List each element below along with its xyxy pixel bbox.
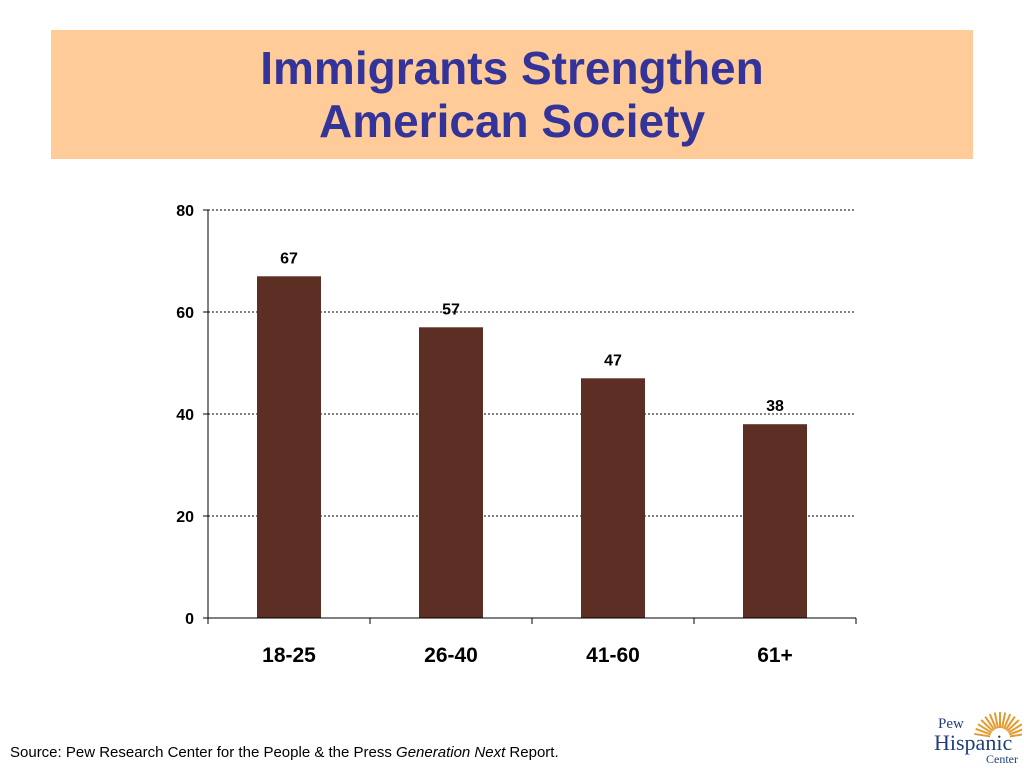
sun-ray: [984, 716, 996, 731]
sun-ray: [988, 713, 997, 730]
title-line-2: American Society: [318, 94, 706, 147]
sun-ray: [1001, 712, 1007, 729]
sun-ray: [980, 719, 994, 732]
bar-chart: 0 20 40 60 80 67 18-25 57 26-40 47 41-60 38 61+: [176, 203, 857, 667]
bar-61+: [743, 424, 807, 618]
data-label: 38: [766, 398, 784, 415]
x-tick-label: 41-60: [586, 644, 640, 667]
y-tick-label: 0: [185, 611, 194, 628]
data-label: 57: [442, 301, 460, 318]
x-tick-label: 26-40: [424, 644, 478, 667]
y-tick-label: 60: [176, 305, 194, 322]
bars: [257, 276, 807, 618]
y-tick-label: 80: [176, 203, 194, 220]
logo-center: Center: [986, 752, 1018, 766]
sun-ray: [1009, 728, 1022, 736]
logo-hispanic: Hispanic: [934, 730, 1012, 755]
sun-ray: [975, 727, 991, 736]
sun-ray: [1003, 713, 1012, 730]
y-tick-label: 20: [176, 509, 194, 526]
y-tick-label: 40: [176, 407, 194, 424]
sun-rays-icon: [974, 712, 1022, 738]
x-tick-label: 18-25: [262, 644, 316, 667]
bar-41-60: [581, 378, 645, 618]
sun-ray: [993, 712, 999, 729]
axes: [203, 209, 857, 624]
bar-26-40: [419, 327, 483, 618]
title-line-1: Immigrants Strengthen: [260, 41, 764, 94]
title-banner: Immigrants Strengthen American Society: [51, 30, 973, 159]
data-label: 67: [280, 250, 298, 267]
sun-ray: [1007, 723, 1022, 734]
sun-ray: [974, 732, 991, 738]
source-report-name: Generation Next: [396, 744, 506, 761]
source-note: Source: Pew Research Center for the Peop…: [10, 744, 559, 761]
source-suffix: Report.: [505, 744, 559, 761]
labels: 0 20 40 60 80 67 18-25 57 26-40 47 41-60 38 61+: [176, 203, 793, 667]
source-prefix: Source: Pew Research Center for the Peop…: [10, 744, 397, 761]
pew-hispanic-center-logo: Pew Hispanic Center: [934, 712, 1022, 766]
sun-ray: [1009, 733, 1022, 738]
sun-ray: [977, 723, 993, 734]
x-tick-label: 61+: [757, 644, 793, 667]
sun-ray: [1006, 719, 1020, 732]
sun-ray: [1004, 716, 1016, 731]
logo-pew: Pew: [938, 716, 964, 732]
data-label: 47: [604, 352, 622, 369]
bar-18-25: [257, 276, 321, 618]
